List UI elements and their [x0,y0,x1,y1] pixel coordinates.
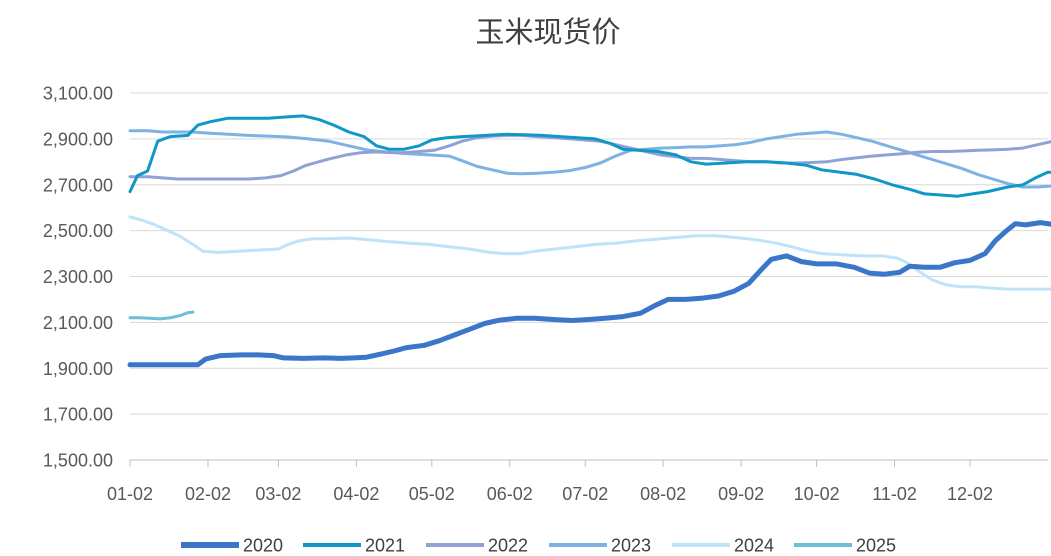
y-tick-label: 1,900.00 [43,359,113,379]
legend-label: 2023 [611,536,651,556]
x-tick-label: 06-02 [487,484,533,504]
data-series [127,114,1051,368]
x-tick-label: 08-02 [640,484,686,504]
x-tick-label: 05-02 [409,484,455,504]
y-tick-label: 2,700.00 [43,175,113,195]
y-tick-label: 2,100.00 [43,313,113,333]
x-axis [129,459,1048,467]
legend-label: 2025 [856,536,896,556]
legend-item-2020: 2020 [181,536,283,556]
y-tick-label: 1,700.00 [43,405,113,425]
legend-label: 2020 [243,536,283,556]
legend: 2020 2021 2022 2023 2024 2025 [181,536,896,556]
gridlines [130,92,1048,461]
x-axis-tick-labels: 01-02 02-02 03-02 04-02 05-02 06-02 07-02 08-02… [107,484,993,504]
legend-label: 2024 [734,536,774,556]
series-line-2023 [128,129,1051,189]
y-tick-label: 2,500.00 [43,221,113,241]
x-tick-label: 02-02 [185,484,231,504]
legend-label: 2021 [365,536,405,556]
x-tick-label: 11-02 [872,484,917,504]
x-tick-label: 12-02 [947,484,993,504]
legend-label: 2022 [488,536,528,556]
legend-item-2021: 2021 [303,536,405,556]
x-tick-label: 03-02 [255,484,301,504]
x-tick-label: 07-02 [562,484,608,504]
y-axis-tick-labels: 1,500.00 1,700.00 1,900.00 2,100.00 2,300.00… [43,84,113,471]
y-tick-label: 1,500.00 [43,451,113,471]
legend-item-2025: 2025 [794,536,896,556]
series-line-2022 [128,133,1051,181]
x-tick-label: 04-02 [333,484,379,504]
x-tick-label: 01-02 [107,484,153,504]
chart-title: 玉米现货价 [475,15,620,49]
y-tick-label: 2,300.00 [43,267,113,287]
x-tick-label: 10-02 [794,484,840,504]
series-line-2025 [128,310,195,321]
x-tick-label: 09-02 [718,484,764,504]
y-tick-label: 2,900.00 [43,129,113,149]
legend-item-2023: 2023 [549,536,651,556]
series-line-2021 [128,114,1051,198]
legend-item-2022: 2022 [426,536,528,556]
y-tick-label: 3,100.00 [43,84,113,104]
legend-item-2024: 2024 [672,536,774,556]
series-line-2020 [127,220,1051,368]
series-line-2024 [128,215,1051,291]
